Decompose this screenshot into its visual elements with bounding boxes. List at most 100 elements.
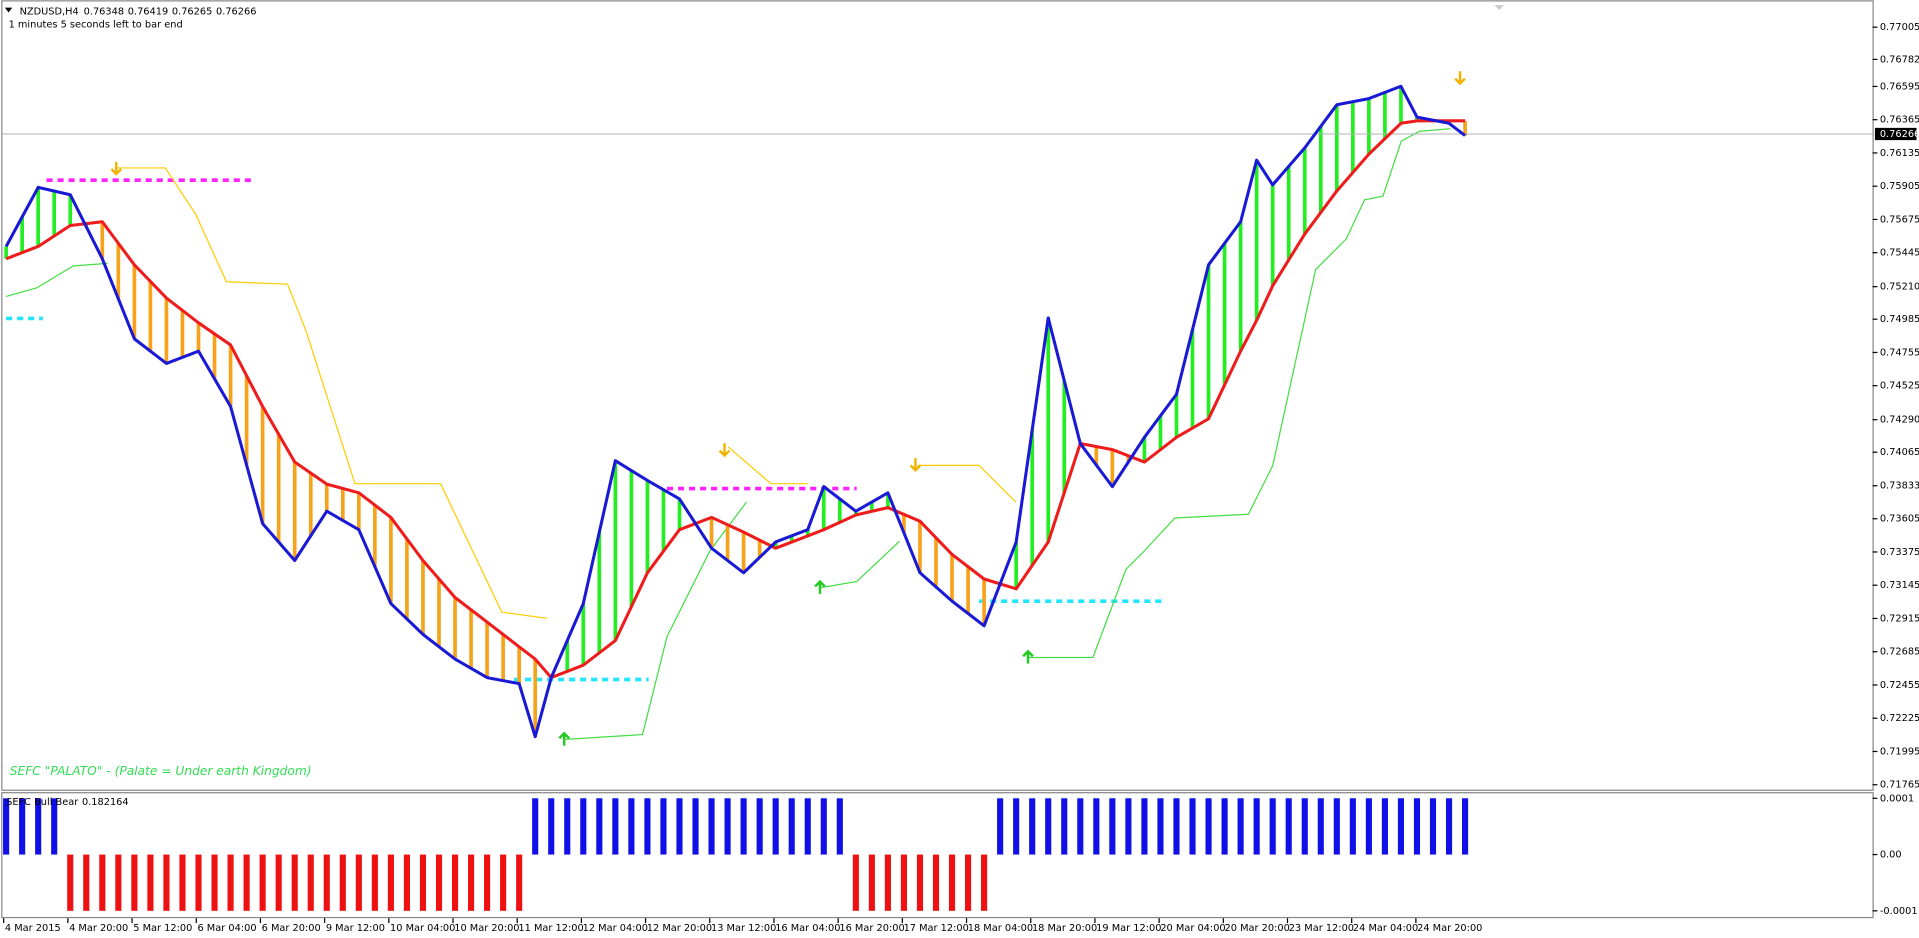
y-tick-label: 0.76365: [1880, 115, 1919, 126]
y-tick-label: 0.0001: [1880, 793, 1914, 804]
bull-bear-bar: [468, 854, 475, 911]
bull-bear-bar: [548, 798, 555, 855]
bull-bear-bar: [932, 854, 940, 911]
bull-bear-bar: [756, 798, 763, 855]
y-tick-label: 0.75905: [1880, 181, 1919, 192]
y-tick-label: 0.75445: [1880, 248, 1919, 259]
x-tick-label: 6 Mar 20:00: [262, 923, 321, 934]
close: 0.76266: [216, 6, 256, 17]
bull-bear-bar: [1013, 798, 1020, 855]
bar-timer: 1 minutes 5 seconds left to bar end: [9, 20, 183, 31]
x-tick-label: 20 Mar 20:00: [1225, 923, 1290, 934]
x-tick-label: 19 Mar 12:00: [1096, 923, 1161, 934]
bull-bear-bar: [1045, 798, 1052, 855]
header-line: NZDUSD,H4 0.76348 0.76419 0.76265 0.76266: [20, 6, 257, 17]
bull-bear-bar: [19, 798, 26, 855]
current-price-box: [1874, 127, 1917, 141]
bull-bear-bar: [1173, 798, 1180, 855]
bull-bear-bar: [1157, 798, 1164, 855]
plot-layer: 0.77005 0.76782 0.76595 0.76365 0.76135 0.759…: [3, 22, 1919, 934]
bull-bear-bar: [596, 798, 603, 855]
sell-arrow: [110, 161, 123, 176]
y-tick-label: 0.72455: [1880, 680, 1919, 691]
signal-arrows: [110, 71, 1466, 746]
y-tick-label: 0.73375: [1880, 547, 1919, 558]
bull-bear-bar: [1061, 798, 1068, 855]
lower-trail: [562, 501, 748, 741]
buy-arrow: [1022, 649, 1034, 664]
y-tick-label: 0.72225: [1880, 713, 1919, 724]
x-tick-label: 18 Mar 04:00: [968, 923, 1033, 934]
bull-bear-bar: [484, 854, 491, 911]
y-tick-label: 0.76782: [1880, 54, 1919, 65]
bull-bear-bar: [419, 854, 427, 911]
shift-marker: [1494, 5, 1505, 11]
upper-trail: [917, 464, 1017, 503]
bull-bear-bar: [1077, 798, 1084, 855]
open: 0.76348: [84, 6, 124, 17]
high: 0.76419: [128, 6, 168, 17]
sub-title: SEFC Bull Bear: [6, 797, 79, 808]
bull-bear-bar: [1413, 798, 1421, 855]
x-tick-label: 24 Mar 04:00: [1353, 923, 1418, 934]
y-tick-label: 0.73145: [1880, 580, 1919, 591]
bull-bear-bar: [387, 854, 394, 911]
x-tick-label: 18 Mar 20:00: [1032, 923, 1097, 934]
y-tick-label: 0.77005: [1880, 22, 1919, 33]
sell-arrow: [909, 457, 922, 472]
trail-lines: [5, 128, 1451, 741]
x-tick-label: 12 Mar 04:00: [583, 923, 648, 934]
bull-bear-bar: [307, 854, 314, 911]
bull-bear-bar: [884, 854, 891, 911]
bull-bear-bar: [115, 854, 122, 911]
bull-bear-bar: [1317, 798, 1324, 855]
bull-bear-bar: [532, 798, 539, 855]
y-tick-label: 0.71765: [1880, 780, 1919, 791]
bull-bear-bar: [1349, 798, 1356, 855]
low: 0.76265: [172, 6, 212, 17]
y-tick-label: 0.74290: [1880, 415, 1919, 426]
bull-bear-bar: [51, 798, 58, 855]
x-tick-label: 5 Mar 12:00: [133, 923, 192, 934]
menu-triangle[interactable]: [4, 7, 13, 13]
bull-bear-bar: [67, 854, 74, 911]
bull-bear-bar: [1333, 798, 1340, 855]
bull-bear-bar: [1189, 798, 1196, 855]
bull-bear-bar: [676, 798, 683, 855]
bull-bear-bar: [1397, 798, 1405, 855]
bull-bear-bar: [131, 854, 138, 911]
x-tick-label: 23 Mar 12:00: [1289, 923, 1354, 934]
bull-bear-bar: [1093, 798, 1100, 855]
bull-bear-bar: [323, 854, 330, 911]
bull-bear-bar: [965, 854, 972, 911]
bull-bear-bar: [948, 854, 956, 911]
bull-bear-bar: [900, 854, 907, 911]
bull-bear-bar: [692, 798, 699, 855]
bull-bear-bar: [1205, 798, 1212, 855]
bull-bear-bar: [868, 854, 875, 911]
bull-bear-bar: [99, 854, 106, 911]
x-tick-label: 11 Mar 12:00: [518, 923, 583, 934]
bull-bear-bar: [259, 854, 266, 911]
sell-arrow: [718, 443, 731, 458]
bull-bear-bar: [227, 854, 234, 911]
bull-bear-bar: [628, 798, 635, 855]
bull-bear-bar: [1109, 798, 1116, 855]
bull-bear-bar: [772, 798, 779, 855]
y-tick-label: 0.73833: [1880, 481, 1919, 492]
bull-bear-bar: [163, 854, 170, 911]
bull-bear-bar: [804, 798, 811, 855]
sub-value: 0.182164: [82, 797, 129, 808]
bull-bear-bar: [179, 854, 186, 911]
bull-bear-bar: [211, 854, 218, 911]
bull-bear-bar: [1445, 798, 1453, 855]
y-tick-label: 0.76595: [1880, 81, 1919, 92]
bull-bear-bar: [1125, 798, 1132, 855]
bull-bear-bar: [451, 854, 459, 911]
y-tick-label: 0.71995: [1880, 746, 1919, 757]
bull-bear-bar: [916, 854, 924, 911]
x-tick-label: 13 Mar 12:00: [711, 923, 776, 934]
bull-bear-bar: [1462, 798, 1469, 855]
lower-trail: [819, 540, 900, 589]
